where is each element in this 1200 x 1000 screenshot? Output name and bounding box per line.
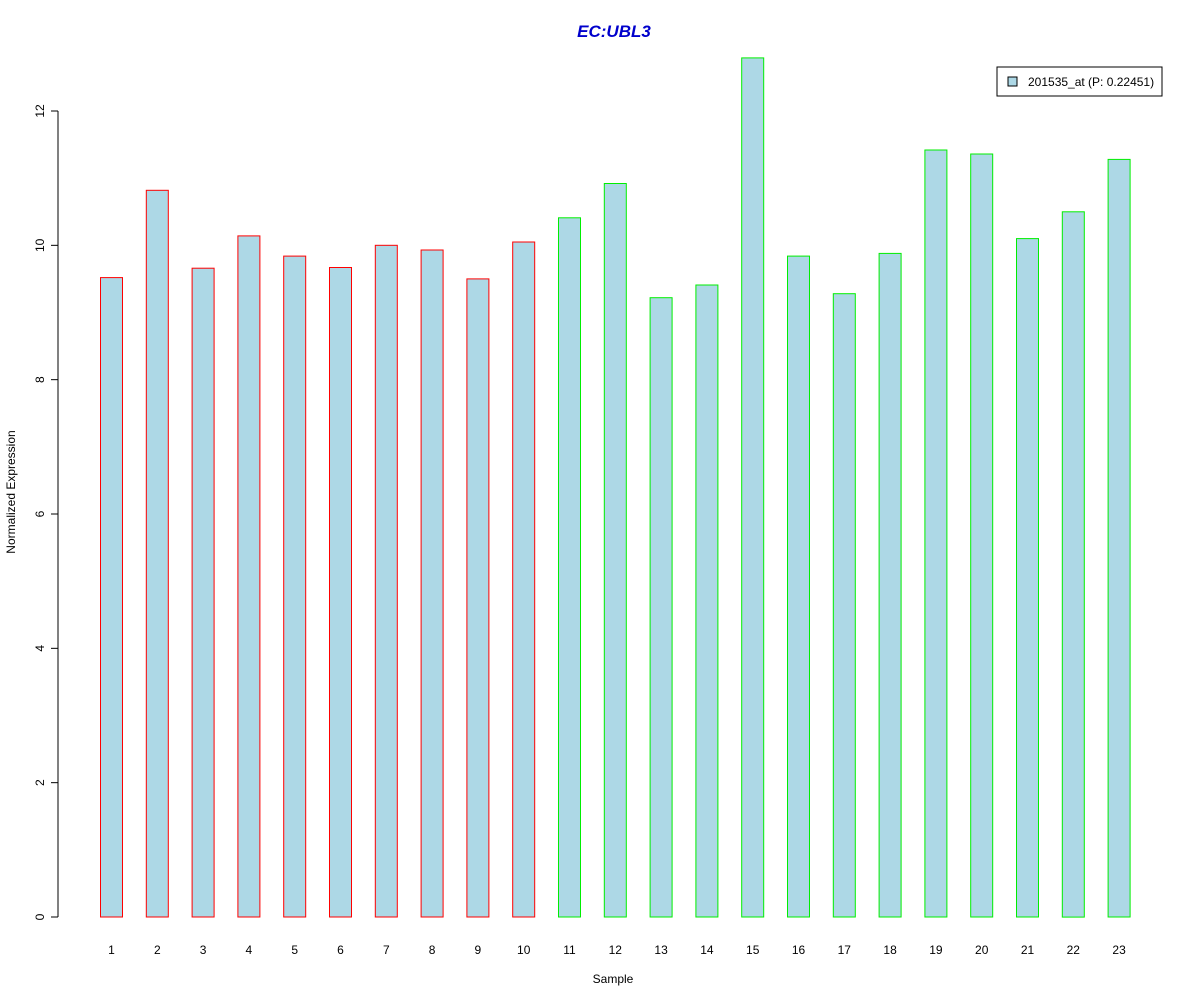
legend-swatch [1007, 76, 1018, 87]
x-tick-label-3: 3 [200, 943, 207, 957]
bar-9 [466, 278, 490, 918]
y-axis: 0 2 4 6 8 10 12 [33, 104, 59, 920]
x-tick-label-11: 11 [563, 943, 576, 957]
bar-20 [970, 153, 994, 918]
bar-13 [649, 297, 673, 918]
y-axis-label: Normalized Expression [4, 430, 18, 553]
bar-22 [1061, 211, 1085, 918]
bar-15 [741, 57, 765, 918]
y-tick-label-8: 8 [33, 376, 47, 383]
y-tick-label-12: 12 [33, 104, 47, 118]
bar-11 [558, 217, 581, 918]
y-tick-label-2: 2 [33, 779, 47, 786]
x-tick-label-12: 12 [609, 943, 623, 957]
bar-10 [512, 241, 536, 918]
bars-group [100, 57, 1131, 918]
bar-23 [1107, 158, 1131, 918]
y-tick-label-6: 6 [33, 510, 47, 517]
bar-8 [420, 249, 444, 918]
x-tick-label-10: 10 [517, 943, 531, 957]
bar-14 [695, 284, 719, 918]
x-tick-label-18: 18 [883, 943, 897, 957]
chart-title: EC:UBL3 [577, 22, 651, 41]
x-tick-label-5: 5 [291, 943, 298, 957]
x-tick-label-22: 22 [1067, 943, 1081, 957]
x-tick-label-17: 17 [838, 943, 852, 957]
x-tick-label-19: 19 [929, 943, 943, 957]
x-tick-label-14: 14 [700, 943, 714, 957]
bar-19 [924, 149, 948, 918]
bar-5 [283, 255, 307, 918]
y-tick-label-0: 0 [33, 913, 47, 920]
x-tick-label-13: 13 [654, 943, 668, 957]
x-tick-label-21: 21 [1021, 943, 1035, 957]
x-tick-label-4: 4 [246, 943, 253, 957]
x-tick-label-2: 2 [154, 943, 161, 957]
x-tick-label-9: 9 [475, 943, 482, 957]
bar-6 [329, 267, 352, 918]
bar-12 [603, 183, 627, 918]
bar-4 [237, 235, 261, 918]
x-tick-label-1: 1 [108, 943, 115, 957]
bar-3 [191, 267, 215, 918]
bar-7 [374, 244, 398, 918]
bar-21 [1016, 238, 1039, 918]
bar-16 [787, 255, 810, 918]
y-tick-label-10: 10 [33, 238, 47, 252]
bar-17 [832, 293, 856, 918]
legend-label: 201535_at (P: 0.22451) [1028, 75, 1154, 89]
x-tick-labels: 1 2 3 4 5 6 7 8 9 10 11 12 13 14 15 16 17 18 19 20 21 22 23 [108, 943, 1126, 957]
legend: 201535_at (P: 0.22451) [996, 66, 1163, 97]
x-tick-label-7: 7 [383, 943, 390, 957]
x-tick-label-16: 16 [792, 943, 806, 957]
bar-1 [100, 277, 123, 918]
x-tick-label-15: 15 [746, 943, 760, 957]
bar-2 [145, 189, 169, 918]
x-tick-label-23: 23 [1112, 943, 1126, 957]
legend-box [996, 66, 1163, 97]
x-axis-label: Sample [593, 972, 634, 986]
y-tick-label-4: 4 [33, 645, 47, 652]
bar-18 [878, 252, 902, 918]
x-tick-label-8: 8 [429, 943, 436, 957]
x-tick-label-6: 6 [337, 943, 344, 957]
x-tick-label-20: 20 [975, 943, 989, 957]
